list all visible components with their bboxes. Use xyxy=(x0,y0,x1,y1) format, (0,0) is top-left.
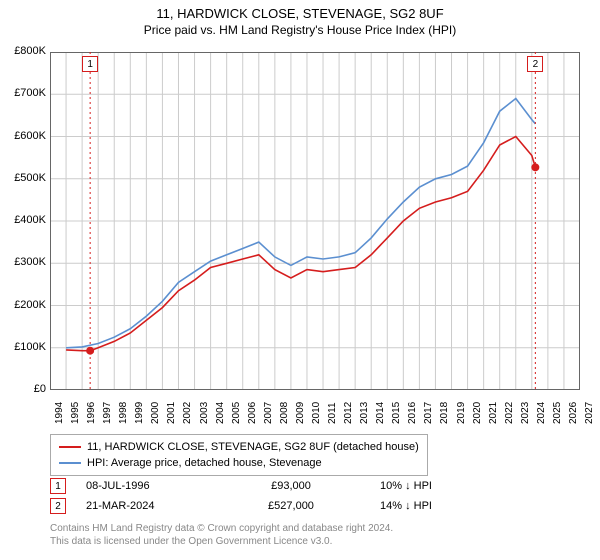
xlabel: 2021 xyxy=(488,402,499,424)
ylabel: £200K xyxy=(2,299,46,311)
ylabel: £800K xyxy=(2,45,46,57)
transaction-date-1: 08-JUL-1996 xyxy=(86,480,236,492)
ylabel: £0 xyxy=(2,383,46,395)
xlabel: 2005 xyxy=(231,402,242,424)
xlabel: 2008 xyxy=(279,402,290,424)
xlabel: 2022 xyxy=(504,402,515,424)
xlabel: 1996 xyxy=(86,402,97,424)
x-axis-labels: 1994 1995 1996 1997 1998 1999 2000 2001 2002 2003… xyxy=(50,394,580,434)
xlabel: 2004 xyxy=(215,402,226,424)
legend-swatch-1 xyxy=(59,446,81,448)
xlabel: 2002 xyxy=(182,402,193,424)
legend-row-1: 11, HARDWICK CLOSE, STEVENAGE, SG2 8UF (… xyxy=(59,439,419,455)
xlabel: 2011 xyxy=(327,402,338,424)
attribution-line-1: Contains HM Land Registry data © Crown c… xyxy=(50,522,393,535)
title-main: 11, HARDWICK CLOSE, STEVENAGE, SG2 8UF xyxy=(0,6,600,21)
xlabel: 2019 xyxy=(456,402,467,424)
transaction-delta-1: 10% ↓ HPI xyxy=(346,480,466,492)
marker-badge: 2 xyxy=(527,56,543,72)
ylabel: £400K xyxy=(2,214,46,226)
transaction-date-2: 21-MAR-2024 xyxy=(86,500,236,512)
xlabel: 2003 xyxy=(199,402,210,424)
xlabel: 2001 xyxy=(166,402,177,424)
chart-area xyxy=(50,52,580,390)
xlabel: 2015 xyxy=(391,402,402,424)
xlabel: 2025 xyxy=(552,402,563,424)
ylabel: £600K xyxy=(2,130,46,142)
transaction-badge-2: 2 xyxy=(50,498,66,514)
legend: 11, HARDWICK CLOSE, STEVENAGE, SG2 8UF (… xyxy=(50,434,428,476)
xlabel: 2016 xyxy=(407,402,418,424)
xlabel: 2027 xyxy=(584,402,595,424)
ylabel: £300K xyxy=(2,256,46,268)
ylabel: £100K xyxy=(2,341,46,353)
xlabel: 2013 xyxy=(359,402,370,424)
transaction-price-1: £93,000 xyxy=(236,480,346,492)
xlabel: 2023 xyxy=(520,402,531,424)
transaction-row-2: 2 21-MAR-2024 £527,000 14% ↓ HPI xyxy=(50,496,466,516)
chart-svg xyxy=(50,52,580,390)
legend-row-2: HPI: Average price, detached house, Stev… xyxy=(59,455,419,471)
transaction-rows: 1 08-JUL-1996 £93,000 10% ↓ HPI 2 21-MAR… xyxy=(50,476,466,516)
xlabel: 2009 xyxy=(295,402,306,424)
chart-container: 11, HARDWICK CLOSE, STEVENAGE, SG2 8UF P… xyxy=(0,0,600,560)
xlabel: 2017 xyxy=(423,402,434,424)
xlabel: 2024 xyxy=(536,402,547,424)
xlabel: 1994 xyxy=(54,402,65,424)
xlabel: 1997 xyxy=(102,402,113,424)
legend-label-2: HPI: Average price, detached house, Stev… xyxy=(87,455,322,471)
xlabel: 2007 xyxy=(263,402,274,424)
xlabel: 1999 xyxy=(134,402,145,424)
transaction-delta-2: 14% ↓ HPI xyxy=(346,500,466,512)
transaction-badge-1: 1 xyxy=(50,478,66,494)
xlabel: 2026 xyxy=(568,402,579,424)
xlabel: 2020 xyxy=(472,402,483,424)
xlabel: 2012 xyxy=(343,402,354,424)
attribution: Contains HM Land Registry data © Crown c… xyxy=(50,522,393,548)
attribution-line-2: This data is licensed under the Open Gov… xyxy=(50,535,393,548)
legend-label-1: 11, HARDWICK CLOSE, STEVENAGE, SG2 8UF (… xyxy=(87,439,419,455)
xlabel: 1995 xyxy=(70,402,81,424)
xlabel: 2018 xyxy=(439,402,450,424)
transaction-row-1: 1 08-JUL-1996 £93,000 10% ↓ HPI xyxy=(50,476,466,496)
ylabel: £500K xyxy=(2,172,46,184)
marker-badge: 1 xyxy=(82,56,98,72)
xlabel: 2006 xyxy=(247,402,258,424)
xlabel: 2014 xyxy=(375,402,386,424)
title-sub: Price paid vs. HM Land Registry's House … xyxy=(0,23,600,37)
legend-swatch-2 xyxy=(59,462,81,464)
xlabel: 2010 xyxy=(311,402,322,424)
xlabel: 2000 xyxy=(150,402,161,424)
title-block: 11, HARDWICK CLOSE, STEVENAGE, SG2 8UF P… xyxy=(0,0,600,37)
transaction-price-2: £527,000 xyxy=(236,500,346,512)
xlabel: 1998 xyxy=(118,402,129,424)
ylabel: £700K xyxy=(2,87,46,99)
